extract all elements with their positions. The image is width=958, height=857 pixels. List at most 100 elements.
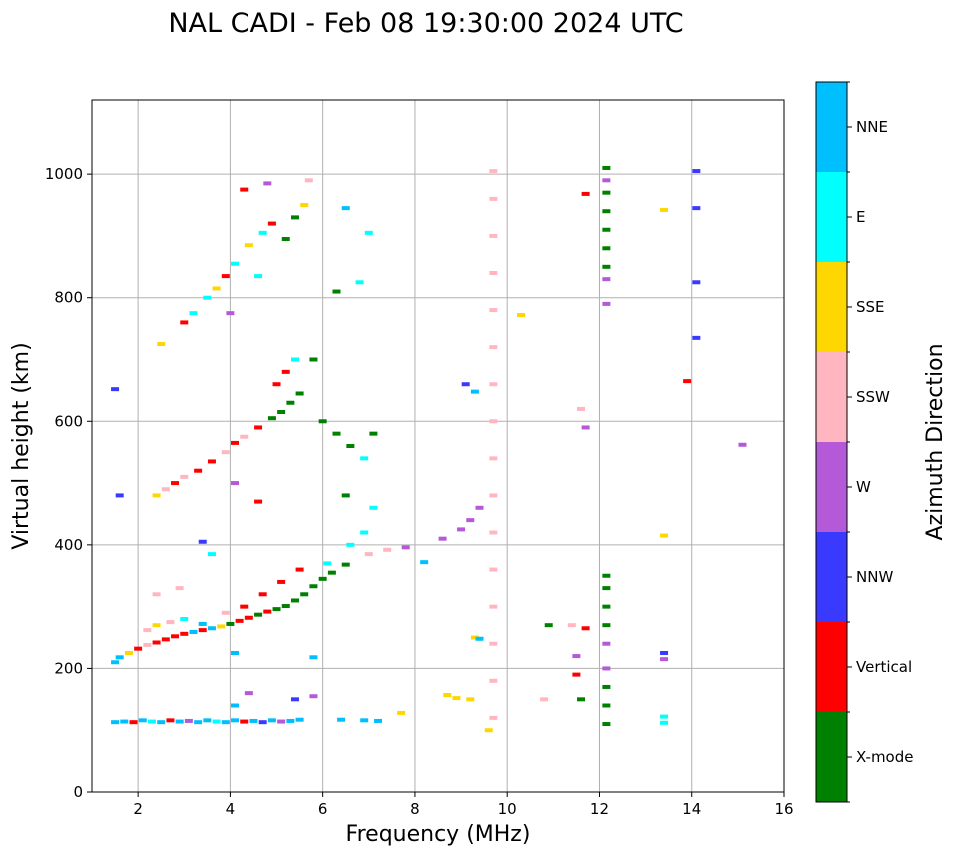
data-point (231, 718, 240, 723)
data-point (602, 264, 611, 269)
data-point (203, 295, 212, 300)
data-point (602, 165, 611, 170)
data-point (152, 592, 161, 597)
data-point (489, 196, 498, 201)
colorbar-tick-label: NNE (856, 118, 888, 136)
x-tick-label: 2 (133, 800, 143, 818)
data-point (258, 592, 267, 597)
data-point (258, 720, 267, 725)
y-tick-label: 0 (73, 783, 83, 801)
data-point (254, 274, 263, 279)
colorbar-tick-label: SSW (856, 388, 890, 406)
data-point (175, 719, 184, 724)
data-point (226, 621, 235, 626)
data-point (254, 499, 263, 504)
data-point (602, 666, 611, 671)
data-point (152, 493, 161, 498)
colorbar-label: Azimuth Direction (923, 343, 948, 540)
data-point (692, 169, 701, 174)
data-point (318, 576, 327, 581)
data-point (111, 720, 120, 725)
data-point (577, 406, 586, 411)
data-point (235, 618, 244, 623)
colorbar: X-mode Vertical NNW W SSW SSE E NNE (815, 81, 913, 803)
data-point (443, 692, 452, 697)
data-point (207, 552, 216, 557)
data-point (401, 545, 410, 550)
data-point (161, 487, 170, 492)
data-point (489, 493, 498, 498)
data-point (692, 335, 701, 340)
data-point (221, 274, 230, 279)
data-point (180, 474, 189, 479)
data-point (180, 320, 189, 325)
data-point (111, 387, 120, 392)
data-point (692, 206, 701, 211)
data-point (300, 203, 309, 208)
data-point (194, 720, 203, 725)
data-point (360, 718, 369, 723)
data-point (290, 598, 299, 603)
data-point (309, 655, 318, 660)
data-point (277, 579, 286, 584)
data-point (475, 505, 484, 510)
data-point (240, 187, 249, 192)
data-point (683, 379, 692, 384)
plot-area: 2 4 6 8 10 12 14 16 0 200 400 600 800 1000 (45, 99, 794, 818)
data-point (452, 696, 461, 701)
data-point (309, 357, 318, 362)
data-point (397, 710, 406, 715)
data-point (489, 308, 498, 313)
data-point (157, 342, 166, 347)
colorbar-segment (816, 352, 847, 442)
data-point (120, 719, 129, 724)
data-point (602, 623, 611, 628)
y-tick-label: 400 (54, 536, 83, 554)
data-point (212, 719, 221, 724)
data-point (374, 718, 383, 723)
y-axis-ticks: 0 200 400 600 800 1000 (45, 165, 92, 801)
x-tick-label: 8 (410, 800, 420, 818)
data-point (540, 697, 549, 702)
colorbar-tick-label: E (856, 208, 865, 226)
data-point (281, 604, 290, 609)
data-point (660, 714, 669, 719)
data-point (281, 369, 290, 374)
data-point (364, 552, 373, 557)
data-point (231, 650, 240, 655)
colorbar-tick-label: X-mode (856, 748, 913, 766)
data-point (134, 646, 143, 651)
colorbar-segment (816, 262, 847, 352)
data-point (572, 672, 581, 677)
data-point (461, 382, 470, 387)
data-point (470, 389, 479, 394)
data-point (267, 416, 276, 421)
data-point (581, 425, 590, 430)
data-point (581, 191, 590, 196)
data-point (258, 230, 267, 235)
data-point (602, 586, 611, 591)
data-point (602, 703, 611, 708)
data-point (660, 533, 669, 538)
data-point (489, 530, 498, 535)
data-point (111, 660, 120, 665)
data-point (272, 382, 281, 387)
colorbar-segment (816, 442, 847, 532)
data-point (244, 691, 253, 696)
colorbar-segment (816, 622, 847, 712)
data-point (175, 586, 184, 591)
data-point (277, 410, 286, 415)
data-point (517, 313, 526, 318)
data-point (577, 697, 586, 702)
colorbar-frame (815, 81, 848, 803)
data-point (267, 221, 276, 226)
data-point (254, 425, 263, 430)
data-point (138, 718, 147, 723)
colorbar-tick-label: Vertical (856, 658, 912, 676)
series-vertical-column-12-1-mhz (602, 165, 611, 727)
y-tick-label: 800 (54, 289, 83, 307)
data-point (290, 215, 299, 220)
data-marks (111, 165, 747, 733)
data-point (323, 561, 332, 566)
